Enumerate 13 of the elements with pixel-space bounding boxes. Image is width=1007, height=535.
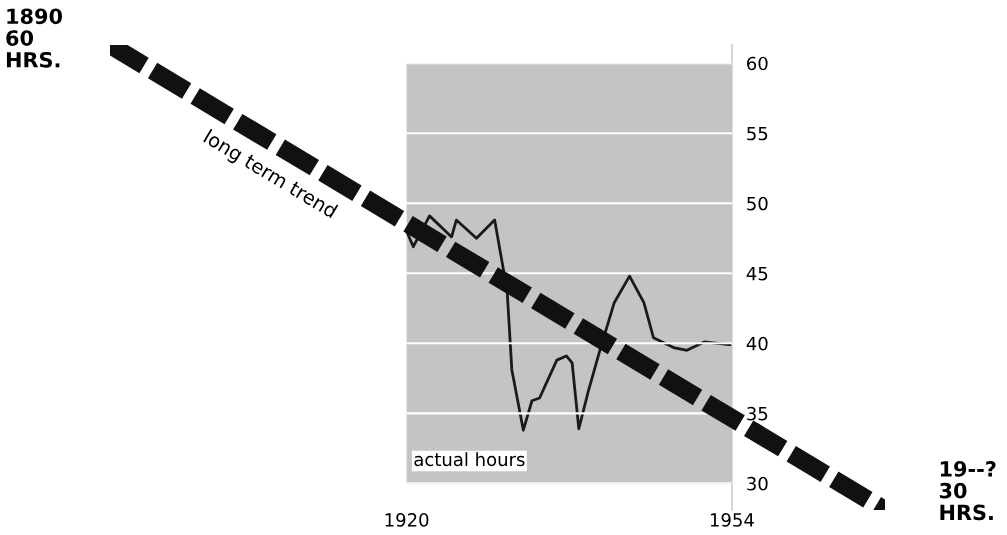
series-label: actual hours [414,452,525,467]
line-series [405,214,734,432]
y-tick-label: 60 [747,56,768,71]
y-tick-label: 50 [747,196,768,211]
y-tick-label: 30 [747,476,768,491]
x-tick-label: 1920 [385,513,429,527]
text: 19--? 30 HRS. [939,461,996,521]
y-tick-label: 35 [747,406,768,421]
y-tick-label: 55 [747,126,768,141]
y-tick-label: 45 [746,266,768,281]
y-tick-label: 40 [746,336,768,351]
x-tick-label: 1954 [710,513,754,527]
text: 1890 60 HRS. [6,8,63,68]
